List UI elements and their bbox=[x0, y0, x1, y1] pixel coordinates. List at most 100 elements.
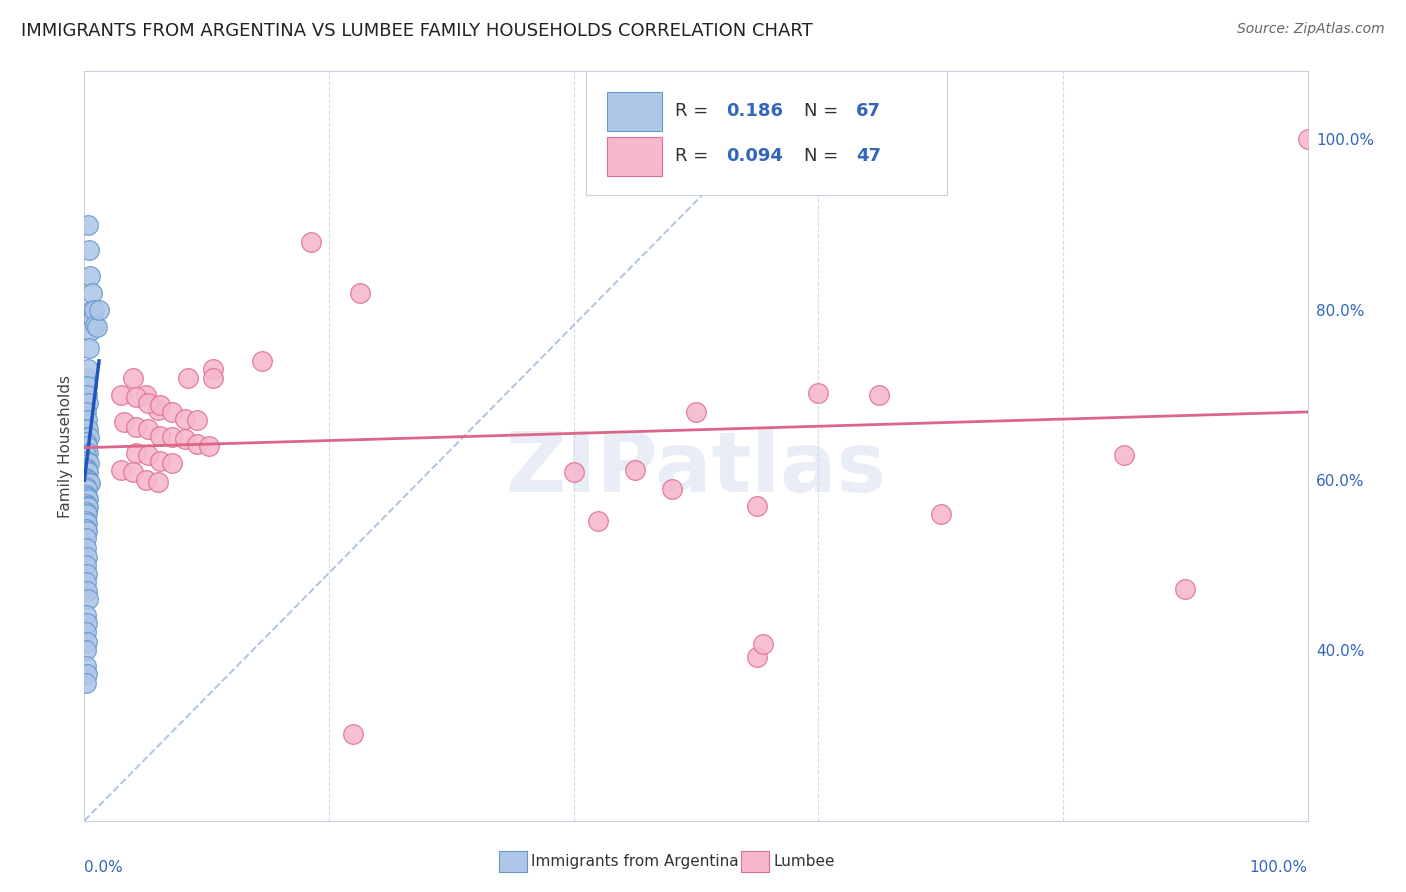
Point bbox=[76, 566, 98, 581]
Text: 0.186: 0.186 bbox=[727, 102, 783, 120]
Text: Source: ZipAtlas.com: Source: ZipAtlas.com bbox=[1237, 22, 1385, 37]
Point bbox=[198, 439, 221, 453]
Point bbox=[146, 475, 169, 489]
Point bbox=[75, 523, 97, 537]
Point bbox=[75, 461, 97, 475]
Point bbox=[84, 318, 107, 332]
Point bbox=[75, 643, 97, 657]
Text: IMMIGRANTS FROM ARGENTINA VS LUMBEE FAMILY HOUSEHOLDS CORRELATION CHART: IMMIGRANTS FROM ARGENTINA VS LUMBEE FAMI… bbox=[21, 22, 813, 40]
Point bbox=[747, 499, 769, 513]
Text: 0.0%: 0.0% bbox=[84, 860, 124, 874]
FancyBboxPatch shape bbox=[606, 136, 662, 176]
Point bbox=[146, 403, 169, 417]
Point bbox=[75, 541, 97, 556]
Point bbox=[75, 531, 97, 545]
Point bbox=[75, 575, 97, 590]
Point bbox=[76, 583, 98, 598]
Point bbox=[136, 448, 159, 462]
Point bbox=[149, 454, 172, 468]
Point bbox=[586, 514, 609, 528]
Point bbox=[125, 420, 148, 434]
Point bbox=[112, 415, 135, 429]
Point bbox=[173, 432, 195, 446]
Point bbox=[1174, 582, 1197, 596]
Point bbox=[87, 302, 110, 317]
Point bbox=[77, 243, 100, 257]
Point bbox=[77, 446, 100, 460]
Text: 100.0%: 100.0% bbox=[1250, 860, 1308, 874]
Point bbox=[661, 482, 683, 496]
Text: N =: N = bbox=[804, 102, 844, 120]
Text: 0.094: 0.094 bbox=[727, 147, 783, 165]
Point bbox=[122, 371, 145, 385]
Point bbox=[149, 429, 172, 443]
Point bbox=[82, 311, 104, 326]
Point bbox=[562, 465, 585, 479]
Point bbox=[75, 422, 97, 436]
Point bbox=[75, 371, 97, 385]
FancyBboxPatch shape bbox=[586, 71, 946, 195]
Point bbox=[299, 235, 322, 249]
Point bbox=[685, 405, 707, 419]
Point bbox=[162, 405, 184, 419]
Point bbox=[79, 324, 101, 338]
Point bbox=[77, 491, 100, 506]
Point bbox=[110, 463, 132, 477]
Point bbox=[75, 471, 97, 485]
Text: R =: R = bbox=[675, 102, 714, 120]
Text: 47: 47 bbox=[856, 147, 882, 165]
Point bbox=[135, 473, 157, 487]
Point bbox=[76, 667, 98, 681]
Point bbox=[869, 388, 891, 402]
Point bbox=[186, 413, 208, 427]
Point bbox=[201, 362, 224, 376]
Point bbox=[79, 476, 101, 491]
Point bbox=[125, 446, 148, 460]
Point bbox=[77, 500, 100, 515]
Point bbox=[77, 218, 100, 232]
Point bbox=[76, 430, 98, 444]
Point bbox=[75, 505, 97, 519]
Point bbox=[76, 516, 98, 530]
Y-axis label: Family Households: Family Households bbox=[58, 375, 73, 517]
Point bbox=[929, 507, 952, 521]
Text: R =: R = bbox=[675, 147, 714, 165]
Text: 67: 67 bbox=[856, 102, 882, 120]
Point bbox=[76, 463, 98, 477]
Point bbox=[77, 396, 100, 410]
Point bbox=[342, 727, 364, 741]
Point bbox=[747, 650, 769, 665]
Point bbox=[83, 302, 105, 317]
Point bbox=[75, 607, 97, 622]
Point bbox=[624, 463, 647, 477]
Point bbox=[122, 465, 145, 479]
Point bbox=[136, 396, 159, 410]
Point bbox=[75, 480, 97, 494]
Point bbox=[75, 497, 97, 511]
Point bbox=[75, 514, 97, 528]
Point bbox=[76, 490, 98, 504]
Text: Lumbee: Lumbee bbox=[773, 855, 835, 869]
Point bbox=[76, 524, 98, 538]
Point bbox=[177, 371, 200, 385]
Point bbox=[77, 362, 100, 376]
Point bbox=[135, 388, 157, 402]
Point bbox=[75, 675, 97, 690]
Point bbox=[76, 482, 98, 496]
Point bbox=[149, 398, 172, 412]
Point bbox=[752, 636, 775, 650]
Point bbox=[86, 319, 108, 334]
Point bbox=[75, 448, 97, 462]
Point bbox=[349, 285, 371, 300]
Point bbox=[173, 411, 195, 425]
Point bbox=[201, 371, 224, 385]
Point bbox=[76, 473, 98, 487]
Point bbox=[79, 268, 101, 283]
FancyBboxPatch shape bbox=[606, 92, 662, 130]
Point bbox=[77, 475, 100, 489]
Text: Immigrants from Argentina: Immigrants from Argentina bbox=[531, 855, 740, 869]
Point bbox=[75, 434, 97, 449]
Text: ZIPatlas: ZIPatlas bbox=[506, 428, 886, 509]
Point bbox=[77, 456, 100, 470]
Point bbox=[76, 507, 98, 521]
